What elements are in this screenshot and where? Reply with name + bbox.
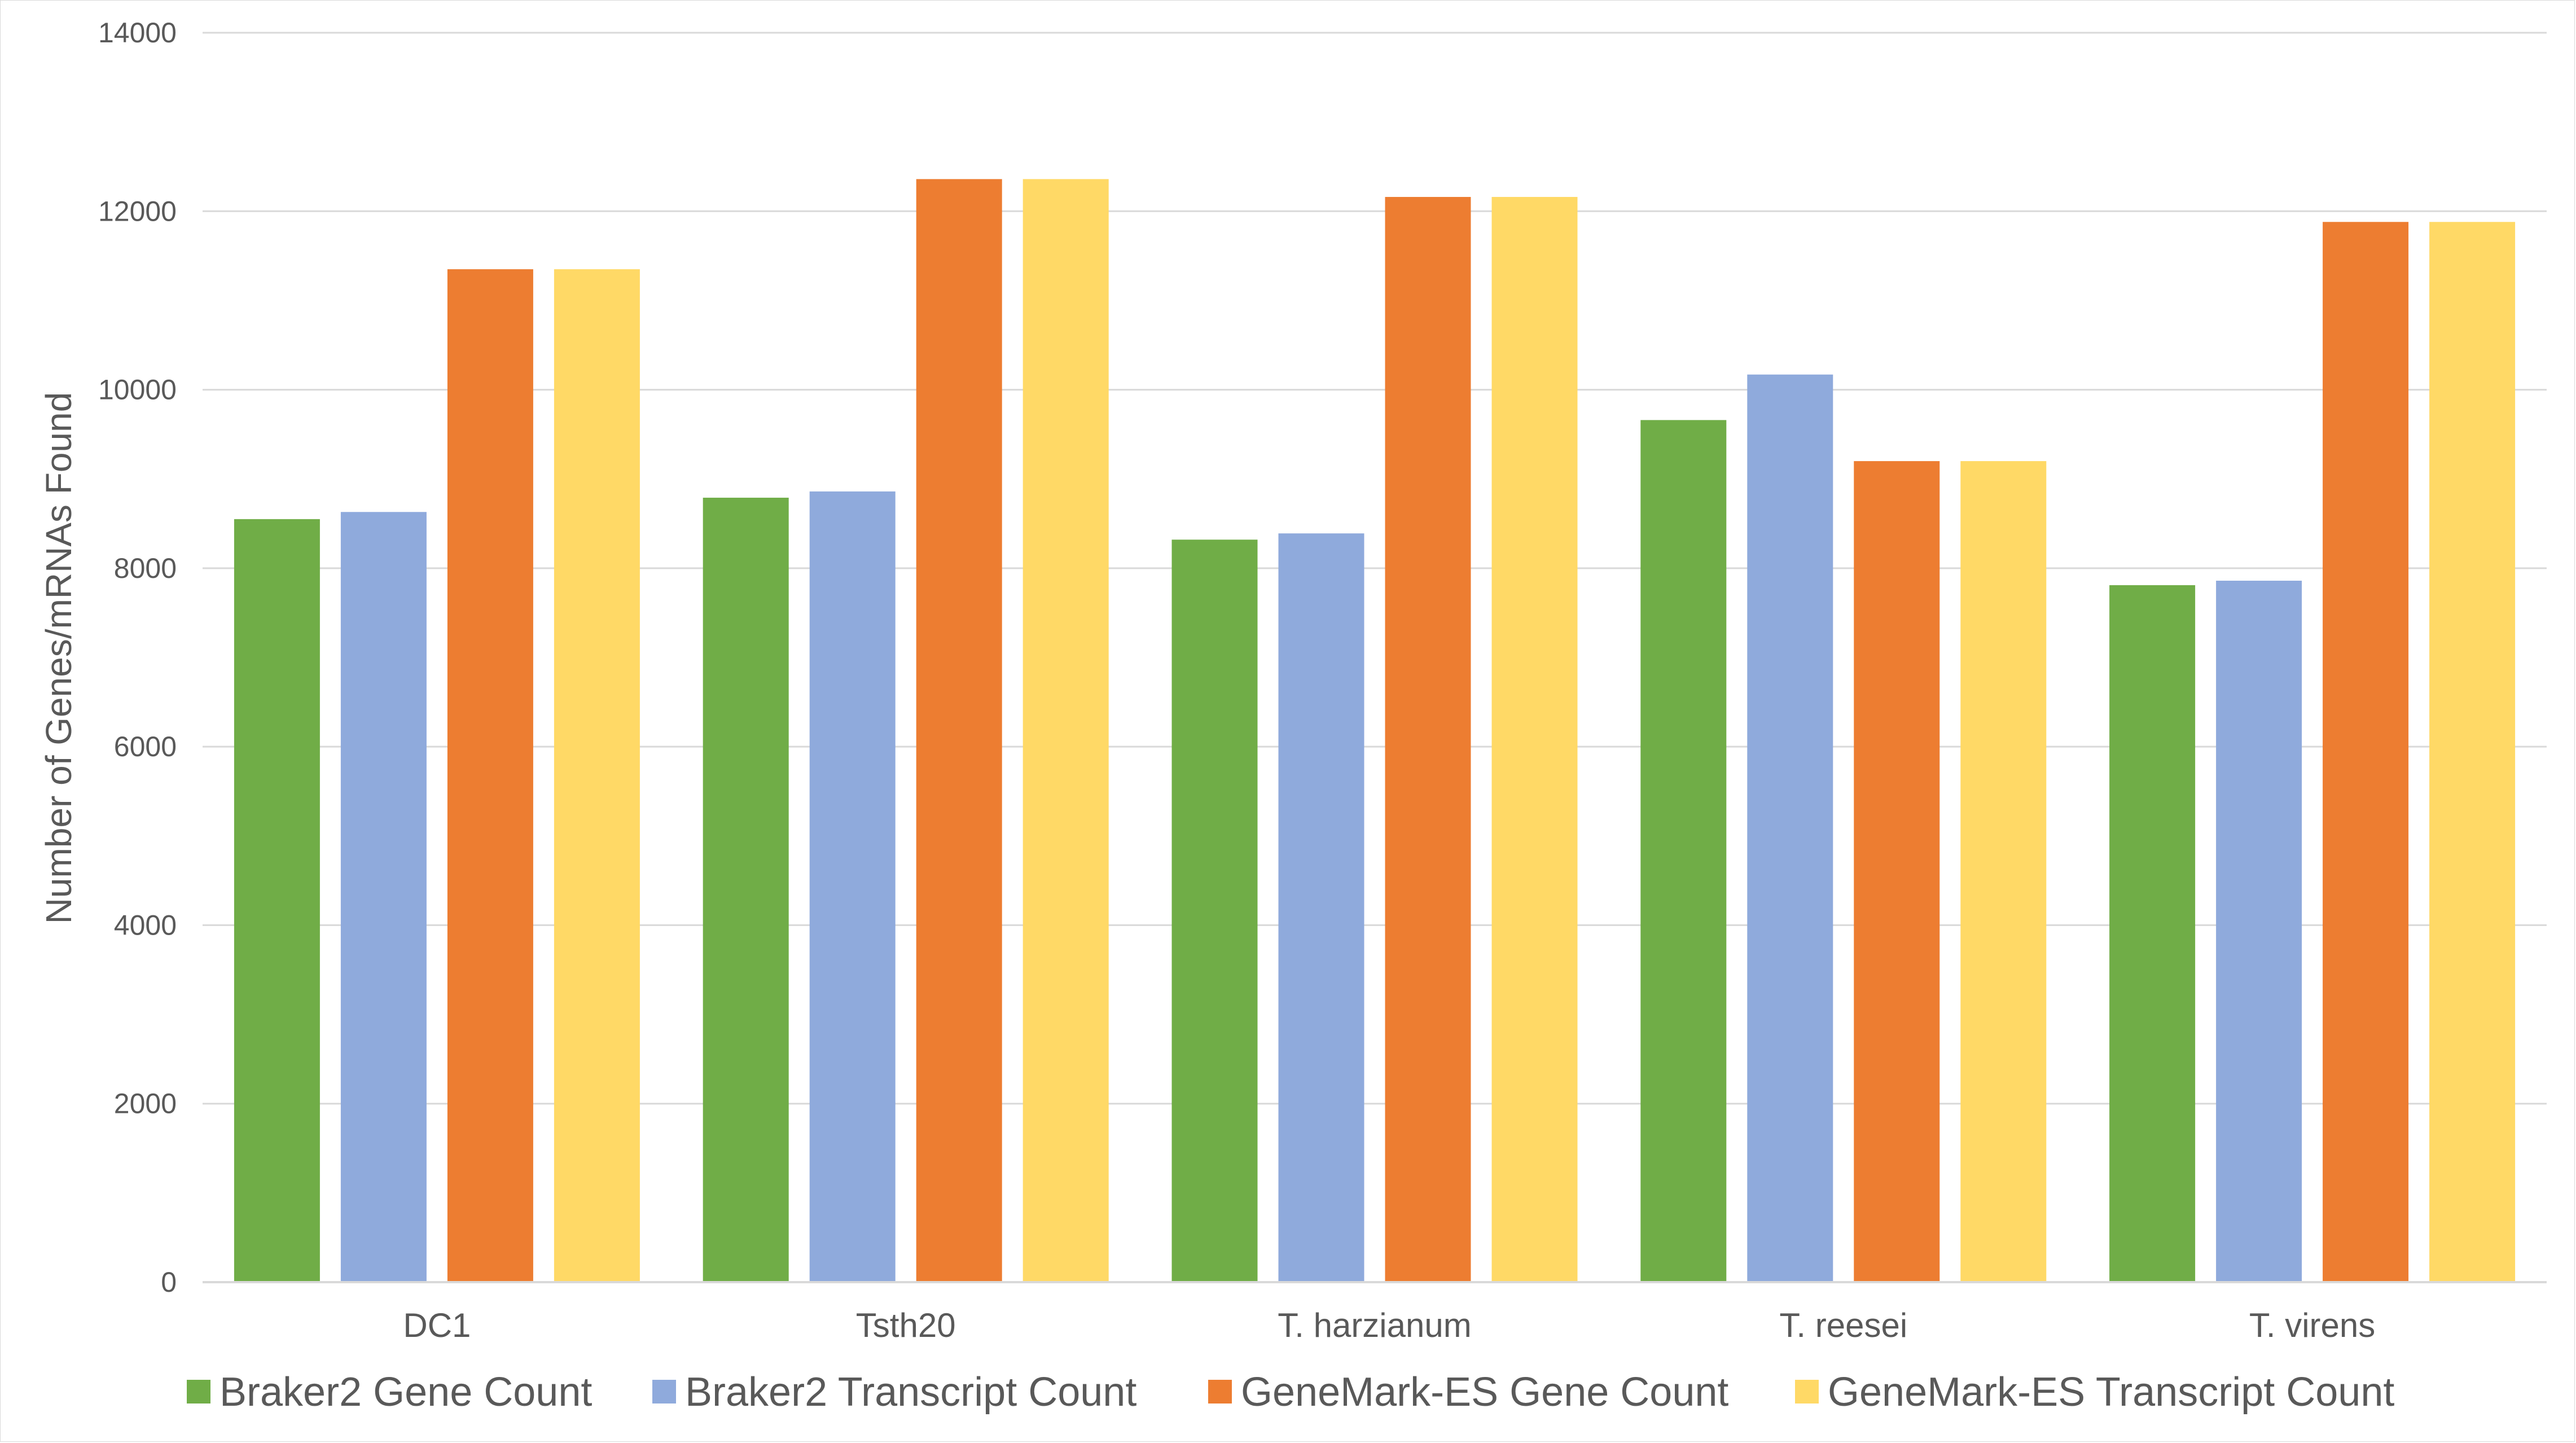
axes: 0 2000 4000 6000 8000 10000 12000 14000 DC1 Tsth2… xyxy=(98,17,2547,1344)
y-tick-label: 2000 xyxy=(114,1088,177,1120)
bar xyxy=(1278,533,1364,1283)
bars xyxy=(234,179,2516,1283)
y-tick-label: 14000 xyxy=(98,17,177,49)
x-category-label: Tsth20 xyxy=(856,1306,956,1344)
legend-label: GeneMark-ES Gene Count xyxy=(1241,1370,1728,1415)
legend-swatch xyxy=(652,1380,676,1403)
bar xyxy=(1385,196,1471,1282)
bar xyxy=(1960,461,2047,1282)
bar xyxy=(916,179,1002,1283)
bar xyxy=(554,269,640,1282)
legend-label: GeneMark-ES Transcript Count xyxy=(1828,1370,2394,1415)
y-tick-label: 8000 xyxy=(114,552,177,584)
bar xyxy=(1747,374,1833,1282)
bar xyxy=(1854,461,1940,1282)
x-category-label: DC1 xyxy=(403,1306,471,1344)
bar xyxy=(703,497,789,1282)
bar xyxy=(1171,540,1258,1282)
bar xyxy=(340,512,427,1282)
bar xyxy=(2216,580,2302,1282)
legend-swatch xyxy=(187,1380,210,1403)
y-tick-label: 10000 xyxy=(98,374,177,406)
bar xyxy=(1491,196,1578,1282)
y-tick-label: 0 xyxy=(161,1266,177,1298)
bar xyxy=(1640,420,1727,1282)
y-tick-label: 6000 xyxy=(114,731,177,762)
bar xyxy=(447,269,533,1282)
y-tick-label: 12000 xyxy=(98,195,177,227)
y-tick-label: 4000 xyxy=(114,909,177,941)
bar xyxy=(234,519,320,1282)
y-axis-title: Number of Genes/mRNAs Found xyxy=(38,392,79,924)
legend-swatch xyxy=(1208,1380,1232,1403)
legend-label: Braker2 Gene Count xyxy=(220,1370,592,1415)
x-category-label: T. virens xyxy=(2249,1306,2375,1344)
x-category-label: T. reesei xyxy=(1779,1306,1907,1344)
legend-swatch xyxy=(1795,1380,1819,1403)
bar xyxy=(1022,179,1109,1283)
bar xyxy=(2429,222,2516,1283)
bar xyxy=(809,491,896,1283)
bar xyxy=(2323,222,2409,1283)
x-category-label: T. harzianum xyxy=(1278,1306,1471,1344)
legend: Braker2 Gene Count Braker2 Transcript Cou… xyxy=(187,1370,2394,1415)
legend-label: Braker2 Transcript Count xyxy=(685,1370,1136,1415)
bar xyxy=(2109,585,2196,1282)
